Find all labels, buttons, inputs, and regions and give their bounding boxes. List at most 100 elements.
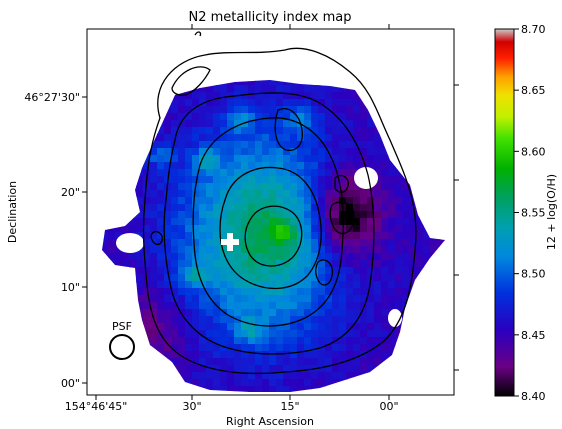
map-pixel xyxy=(423,295,431,303)
map-pixel xyxy=(220,274,228,282)
map-pixel xyxy=(115,365,123,373)
map-pixel xyxy=(381,218,389,226)
map-pixel xyxy=(346,169,354,177)
map-pixel xyxy=(150,85,158,93)
colorbar-tick-label: 8.70 xyxy=(521,23,546,36)
map-pixel xyxy=(381,64,389,72)
map-pixel xyxy=(115,190,123,198)
map-pixel xyxy=(206,176,214,184)
map-pixel xyxy=(423,365,431,373)
map-pixel xyxy=(94,344,102,352)
map-pixel xyxy=(297,141,305,149)
map-pixel xyxy=(367,351,375,359)
map-pixel xyxy=(444,57,452,65)
map-pixel xyxy=(108,113,116,121)
map-pixel xyxy=(318,43,326,51)
map-pixel xyxy=(178,372,186,380)
map-pixel xyxy=(402,85,410,93)
map-pixel xyxy=(269,302,277,310)
map-pixel xyxy=(171,148,179,156)
map-pixel xyxy=(213,386,221,392)
map-pixel xyxy=(374,134,382,142)
map-pixel xyxy=(451,99,459,107)
map-pixel xyxy=(206,309,214,317)
map-pixel xyxy=(437,197,445,205)
map-pixel xyxy=(220,323,228,331)
map-pixel xyxy=(416,358,424,366)
map-pixel xyxy=(311,85,319,93)
map-pixel xyxy=(423,43,431,51)
map-pixel xyxy=(374,162,382,170)
map-pixel xyxy=(220,204,228,212)
map-pixel xyxy=(94,211,102,219)
map-pixel xyxy=(220,225,228,233)
map-pixel xyxy=(304,358,312,366)
map-pixel xyxy=(157,316,165,324)
map-pixel xyxy=(94,92,102,100)
map-pixel xyxy=(290,64,298,72)
map-pixel xyxy=(192,365,200,373)
map-pixel xyxy=(234,211,242,219)
map-pixel xyxy=(374,211,382,219)
map-pixel xyxy=(227,64,235,72)
map-pixel xyxy=(269,141,277,149)
map-pixel xyxy=(444,295,445,303)
map-pixel xyxy=(178,344,186,352)
map-pixel xyxy=(220,281,228,289)
map-pixel xyxy=(199,92,207,100)
map-pixel xyxy=(423,141,431,149)
map-pixel xyxy=(108,57,116,65)
map-pixel xyxy=(318,316,326,324)
map-pixel xyxy=(409,120,417,128)
map-pixel xyxy=(129,379,137,387)
map-pixel xyxy=(283,281,291,289)
map-pixel xyxy=(234,218,242,226)
map-pixel xyxy=(94,29,102,37)
map-pixel xyxy=(395,92,403,100)
map-pixel xyxy=(353,127,361,135)
map-pixel xyxy=(192,197,200,205)
map-pixel xyxy=(164,211,172,219)
map-pixel xyxy=(248,302,256,310)
map-pixel xyxy=(388,253,396,261)
map-pixel xyxy=(185,344,193,352)
map-pixel xyxy=(269,64,277,72)
map-pixel xyxy=(213,80,221,86)
map-pixel xyxy=(115,113,123,121)
map-pixel xyxy=(430,113,438,121)
map-pixel xyxy=(115,120,123,128)
map-pixel xyxy=(339,386,347,392)
map-pixel xyxy=(444,134,445,142)
map-pixel xyxy=(423,232,431,240)
map-pixel xyxy=(388,302,396,310)
map-pixel xyxy=(87,176,95,184)
map-pixel xyxy=(178,169,186,177)
map-pixel xyxy=(374,71,382,79)
map-pixel xyxy=(409,169,417,177)
map-pixel xyxy=(311,386,319,392)
map-pixel xyxy=(437,176,445,184)
map-pixel xyxy=(206,141,214,149)
map-pixel xyxy=(192,120,200,128)
map-pixel xyxy=(437,330,445,338)
map-pixel xyxy=(297,80,305,86)
map-pixel xyxy=(241,379,249,387)
map-pixel xyxy=(213,295,221,303)
map-pixel xyxy=(416,232,424,240)
map-pixel xyxy=(234,50,242,58)
map-pixel xyxy=(199,288,207,296)
map-pixel xyxy=(143,309,151,317)
map-pixel xyxy=(248,204,256,212)
map-pixel xyxy=(220,148,228,156)
map-pixel xyxy=(409,344,417,352)
map-pixel xyxy=(311,134,319,142)
map-pixel xyxy=(234,351,242,359)
map-pixel xyxy=(395,197,403,205)
map-pixel xyxy=(381,36,389,44)
map-pixel xyxy=(227,85,235,93)
map-pixel xyxy=(178,351,186,359)
map-pixel xyxy=(269,127,277,135)
map-pixel xyxy=(444,80,445,86)
map-pixel xyxy=(437,211,445,219)
map-pixel xyxy=(94,337,102,345)
